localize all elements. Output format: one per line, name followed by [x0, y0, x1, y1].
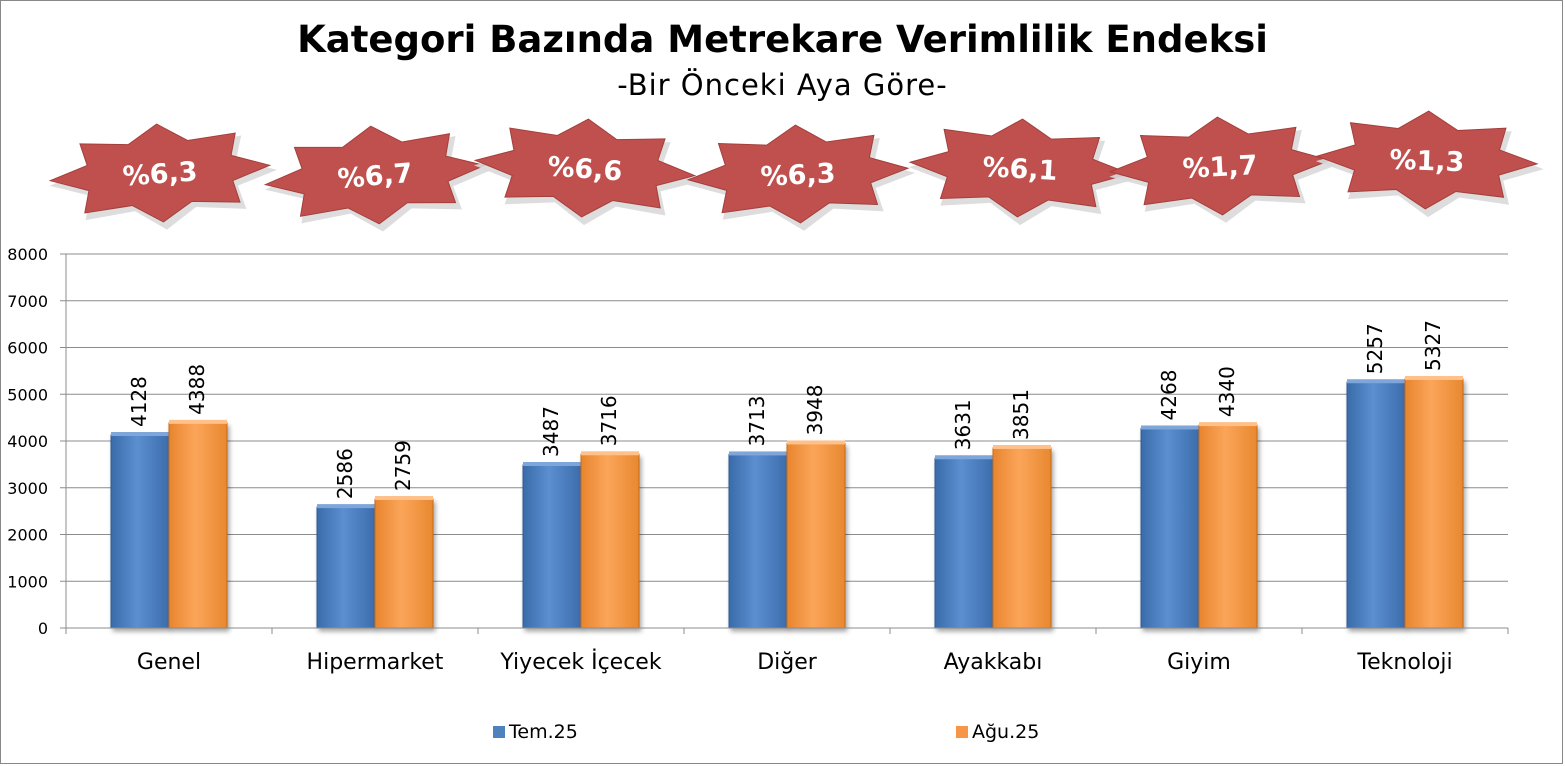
category-label: Hipermarket	[307, 650, 444, 675]
badge-star	[1315, 110, 1539, 210]
bar-tem	[934, 457, 994, 629]
badge-label: %6,3	[760, 158, 836, 193]
y-tick-label: 8000	[7, 245, 48, 264]
data-label: 4388	[185, 364, 209, 415]
legend-item-agu: Ağu.25	[956, 721, 1039, 743]
y-tick-label: 0	[38, 619, 48, 638]
bar-tem	[1140, 427, 1200, 629]
data-label: 4340	[1215, 366, 1239, 417]
data-label: 2759	[391, 440, 415, 491]
bar-top	[1347, 379, 1405, 384]
bar-agu	[374, 498, 434, 629]
y-tick-label: 7000	[7, 292, 48, 311]
bar-top	[111, 432, 169, 437]
legend-label-tem: Tem.25	[509, 721, 578, 743]
bar-agu	[1198, 424, 1258, 629]
data-label: 2586	[333, 448, 357, 499]
badge-star	[1108, 116, 1332, 216]
bar-top	[375, 496, 433, 501]
data-label: 5257	[1363, 323, 1387, 374]
bar-tem	[522, 464, 582, 629]
legend-label-agu: Ağu.25	[972, 721, 1040, 743]
data-label: 3851	[1009, 389, 1033, 440]
badge-star	[473, 118, 697, 218]
legend-swatch-orange	[956, 726, 968, 738]
bar-agu	[992, 447, 1052, 629]
bar-top	[729, 451, 787, 456]
badge-star	[48, 123, 272, 223]
bar-tem	[1346, 381, 1406, 629]
y-tick-label: 3000	[7, 479, 48, 498]
bar-tem	[728, 453, 788, 629]
change-badge: %6,7	[263, 125, 492, 232]
data-label: 5327	[1421, 320, 1445, 371]
y-tick-label: 2000	[7, 526, 48, 545]
bar-agu	[168, 422, 228, 629]
category-label: Giyim	[1167, 650, 1231, 675]
change-badge: %6,3	[686, 124, 916, 231]
y-tick-label: 1000	[7, 572, 48, 591]
bar-top	[993, 444, 1051, 449]
change-badge: %1,7	[1108, 116, 1338, 223]
chart-title: Kategori Bazında Metrekare Verimlilik En…	[297, 18, 1268, 61]
change-badge: %1,3	[1315, 110, 1544, 218]
data-label: 4268	[1157, 370, 1181, 421]
y-tick-label: 5000	[7, 385, 48, 404]
bar-top	[581, 451, 639, 456]
bar-top	[787, 440, 845, 445]
data-label: 3948	[803, 385, 827, 436]
change-badge: %6,3	[48, 123, 278, 230]
legend-swatch-blue	[493, 726, 505, 738]
badge-label: %1,3	[1389, 145, 1465, 179]
change-badges: %6,3 %6,7 %6,6 %6,3 %6,1 %1,7 %1,3	[48, 110, 1544, 232]
badge-label: %6,6	[546, 151, 623, 187]
bar-top	[169, 419, 227, 424]
badge-star	[908, 118, 1132, 218]
bar-top	[523, 461, 581, 466]
data-label: 4128	[127, 376, 151, 427]
bar-top	[1199, 422, 1257, 427]
bar-agu	[580, 453, 640, 629]
bar-agu	[1404, 378, 1464, 629]
data-label: 3716	[597, 395, 621, 446]
change-badge: %6,6	[473, 118, 702, 226]
category-label: Yiyecek İçecek	[499, 649, 661, 675]
badge-label: %6,1	[982, 152, 1058, 187]
y-tick-label: 4000	[7, 432, 48, 451]
badge-label: %6,3	[122, 156, 199, 192]
y-tick-label: 6000	[7, 339, 48, 358]
data-label: 3631	[951, 399, 975, 450]
bar-top	[317, 504, 375, 509]
badge-label: %6,7	[336, 158, 413, 195]
category-label: Genel	[137, 650, 201, 675]
category-label: Ayakkabı	[944, 650, 1043, 675]
axes: 0 1000 2000 3000 4000 5000 6000 7000 8000 Genel Hi…	[7, 245, 1509, 675]
category-label: Teknoloji	[1356, 650, 1452, 675]
bar-top	[1405, 375, 1463, 380]
change-badge: %6,1	[908, 118, 1137, 226]
bar-top	[935, 455, 993, 460]
bar-agu	[786, 442, 846, 629]
data-label: 3487	[539, 406, 563, 457]
bar-tem	[316, 506, 376, 629]
category-label: Diğer	[757, 650, 818, 675]
bars: 4128 4388 2586 2759 3487 3716 3713 3948 3631 3851…	[110, 320, 1464, 629]
legend-item-tem: Tem.25	[493, 721, 578, 743]
bar-tem	[110, 434, 170, 629]
chart-subtitle: -Bir Önceki Aya Göre-	[617, 68, 948, 102]
badge-star	[686, 124, 910, 224]
bar-top	[1141, 425, 1199, 430]
data-label: 3713	[745, 396, 769, 447]
badge-label: %1,7	[1182, 150, 1258, 185]
badge-star	[263, 125, 487, 225]
